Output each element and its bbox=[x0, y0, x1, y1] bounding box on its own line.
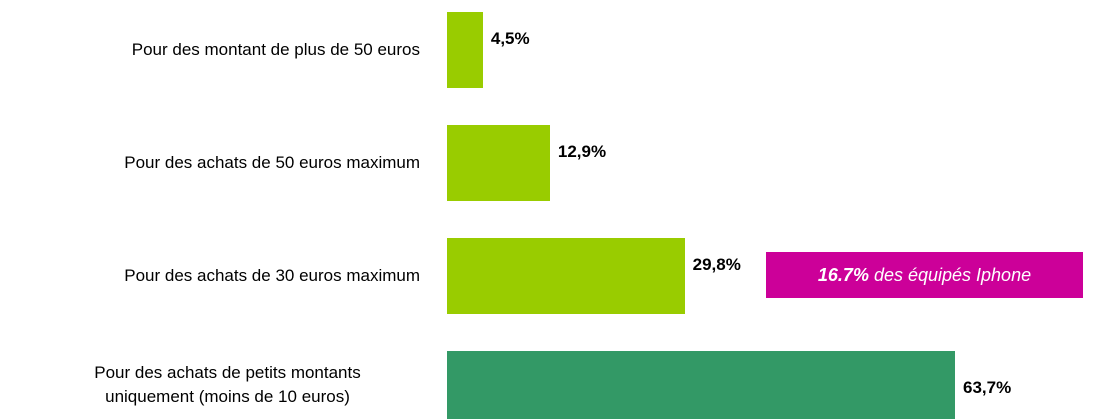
category-label: Pour des montant de plus de 50 euros bbox=[131, 40, 420, 59]
bar bbox=[447, 125, 550, 201]
annotation-text: des équipés Iphone bbox=[868, 264, 1032, 285]
category-label: Pour des achats de 50 euros maximum bbox=[124, 153, 420, 172]
value-label: 12,9% bbox=[557, 141, 607, 161]
category-label: Pour des achats de 30 euros maximum bbox=[124, 266, 420, 285]
bar bbox=[447, 351, 955, 419]
bar bbox=[447, 12, 483, 88]
value-label: 29,8% bbox=[692, 254, 741, 274]
bar bbox=[447, 238, 685, 314]
value-label: 4,5% bbox=[490, 28, 530, 48]
annotation: 16.7% des équipés Iphone bbox=[766, 252, 1083, 298]
annotation-bold: 16.7% bbox=[817, 264, 869, 285]
category-label: Pour des achats de petits montants uniqu… bbox=[94, 363, 361, 406]
value-label: 63,7% bbox=[963, 378, 1012, 397]
